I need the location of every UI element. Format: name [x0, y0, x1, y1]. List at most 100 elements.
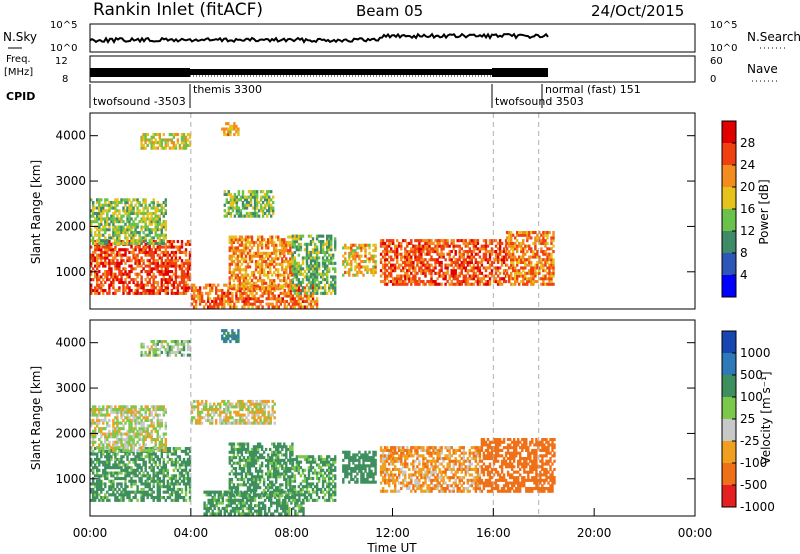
- echo-cell: [277, 287, 280, 291]
- echo-cell: [134, 455, 137, 459]
- echo-cell: [436, 277, 439, 281]
- echo-cell: [342, 254, 345, 258]
- echo-cell: [385, 274, 389, 278]
- echo-cell: [188, 457, 192, 461]
- echo-cell: [250, 260, 254, 264]
- echo-cell: [484, 250, 488, 254]
- echo-cell: [166, 471, 169, 475]
- echo-cell: [263, 509, 267, 513]
- echo-cell: [249, 289, 252, 293]
- echo-cell: [122, 443, 125, 447]
- echo-cell: [510, 266, 513, 270]
- echo-cell: [94, 408, 97, 412]
- echo-cell: [285, 243, 288, 247]
- echo-cell: [231, 501, 235, 505]
- echo-cell: [548, 255, 551, 259]
- echo-cell: [124, 267, 127, 271]
- echo-cell: [124, 405, 127, 409]
- echo-cell: [207, 299, 210, 303]
- echo-cell: [394, 252, 397, 256]
- echo-cell: [464, 282, 467, 286]
- echo-cell: [174, 452, 178, 456]
- echo-cell: [172, 250, 176, 254]
- echo-cell: [160, 479, 163, 483]
- echo-cell: [221, 496, 224, 500]
- echo-cell: [548, 282, 551, 286]
- echo-cell: [104, 468, 107, 472]
- echo-cell: [548, 231, 551, 235]
- echo-cell: [140, 490, 143, 494]
- echo-cell: [408, 269, 411, 273]
- echo-cell: [90, 490, 93, 494]
- echo-cell: [277, 257, 280, 261]
- echo-cell: [379, 252, 383, 256]
- echo-cell: [236, 287, 240, 291]
- echo-cell: [140, 479, 143, 483]
- echo-cell: [287, 294, 290, 298]
- echo-cell: [350, 260, 353, 264]
- echo-cell: [301, 272, 305, 276]
- echo-cell: [205, 490, 208, 494]
- echo-cell: [242, 260, 246, 264]
- echo-cell: [237, 211, 241, 215]
- echo-cell: [217, 302, 220, 306]
- echo-cell: [285, 270, 288, 274]
- echo-cell: [273, 294, 276, 298]
- colorbar-tick-label: 4: [740, 268, 748, 282]
- echo-cell: [150, 418, 153, 422]
- echo-cell: [100, 239, 103, 243]
- echo-cell: [466, 282, 469, 286]
- echo-cell: [116, 435, 119, 439]
- echo-cell: [428, 269, 431, 273]
- echo-cell: [144, 211, 147, 215]
- echo-cell: [102, 241, 105, 245]
- echo-cell: [299, 291, 303, 295]
- echo-cell: [180, 270, 184, 274]
- echo-cell: [321, 245, 325, 249]
- echo-cell: [148, 248, 151, 252]
- echo-cell: [416, 263, 419, 267]
- echo-cell: [440, 255, 443, 259]
- echo-cell: [160, 143, 163, 147]
- echo-cell: [295, 270, 299, 274]
- echo-cell: [526, 263, 529, 267]
- echo-cell: [160, 225, 163, 229]
- echo-cell: [223, 214, 226, 218]
- echo-cell: [130, 443, 133, 447]
- echo-cell: [126, 206, 129, 210]
- echo-cell: [160, 206, 163, 210]
- echo-cell: [98, 214, 101, 218]
- echo-cell: [532, 269, 535, 273]
- echo-cell: [96, 259, 99, 263]
- echo-cell: [106, 452, 109, 456]
- echo-cell: [112, 448, 115, 452]
- echo-cell: [98, 209, 101, 213]
- echo-cell: [243, 198, 247, 202]
- echo-cell: [546, 277, 549, 281]
- echo-cell: [182, 477, 186, 481]
- echo-cell: [379, 241, 383, 245]
- echo-cell: [182, 460, 186, 464]
- echo-cell: [156, 259, 159, 263]
- echo-cell: [232, 251, 236, 255]
- echo-cell: [241, 496, 245, 500]
- echo-cell: [146, 289, 149, 293]
- echo-cell: [126, 209, 129, 213]
- echo-cell: [268, 195, 271, 199]
- echo-cell: [172, 133, 176, 137]
- echo-cell: [247, 498, 251, 502]
- echo-cell: [114, 209, 117, 213]
- echo-cell: [281, 291, 284, 295]
- echo-cell: [110, 449, 113, 453]
- echo-cell: [249, 203, 253, 207]
- echo-cell: [150, 239, 153, 243]
- echo-cell: [198, 294, 202, 298]
- nsearch-label: N.Search: [747, 30, 800, 44]
- echo-cell: [315, 248, 319, 252]
- echo-cell: [182, 280, 186, 284]
- echo-cell: [126, 211, 129, 215]
- echo-cell: [372, 257, 375, 261]
- echo-cell: [219, 302, 222, 306]
- echo-cell: [247, 203, 251, 207]
- echo-cell: [138, 452, 141, 456]
